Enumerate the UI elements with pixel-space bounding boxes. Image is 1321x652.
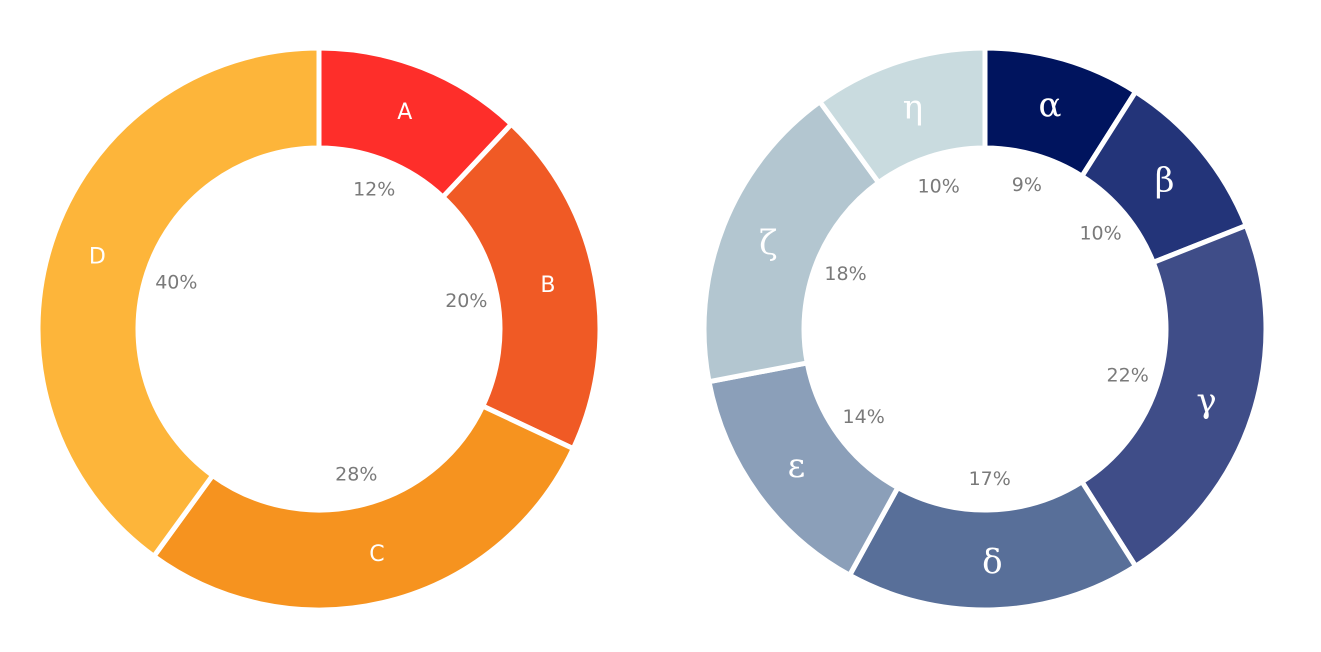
pct-label-latin-3: 40% (155, 272, 197, 294)
pct-label-greek-1: 10% (1079, 222, 1121, 244)
slice-label-greek-4: ε (788, 446, 806, 486)
slice-label-latin-1: B (540, 273, 555, 298)
pct-label-latin-1: 20% (445, 290, 487, 312)
pct-label-greek-5: 18% (824, 263, 866, 285)
pct-label-greek-4: 14% (843, 406, 885, 428)
donut-chart-latin: A 12% B 20% C 28% D 40% (35, 45, 603, 613)
slice-label-greek-0: α (1039, 85, 1062, 125)
pct-label-greek-2: 22% (1107, 364, 1149, 386)
slice-label-greek-5: ζ (759, 223, 777, 263)
slice-greek-6 (816, 45, 988, 187)
slice-label-greek-1: β (1155, 160, 1175, 200)
slice-label-latin-2: C (369, 542, 384, 567)
pct-label-greek-3: 17% (969, 468, 1011, 490)
slice-latin-2 (150, 402, 577, 613)
slice-latin-3 (35, 45, 322, 560)
slice-label-greek-2: γ (1196, 381, 1216, 421)
slice-label-latin-3: D (89, 244, 106, 269)
pct-label-latin-2: 28% (335, 463, 377, 485)
pct-label-greek-0: 9% (1012, 174, 1042, 196)
slice-greek-2 (1078, 222, 1269, 570)
slice-label-latin-0: A (397, 100, 412, 125)
slice-label-greek-3: δ (982, 542, 1002, 582)
pct-label-greek-6: 10% (918, 175, 960, 197)
donut-chart-greek: α 9% β 10% γ 22% δ 17% ε 14% ζ 18% η 10% (701, 45, 1269, 613)
slice-label-greek-6: η (903, 87, 923, 127)
slice-latin-1 (439, 120, 603, 452)
pct-label-latin-0: 12% (353, 179, 395, 201)
